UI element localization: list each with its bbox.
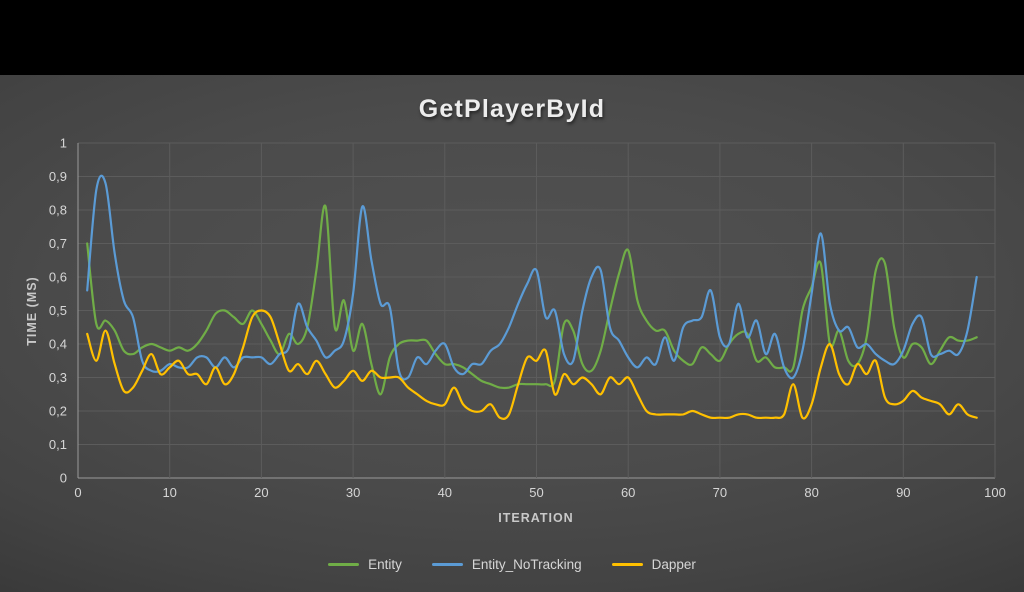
y-tick-label: 1	[60, 136, 67, 151]
legend-label-dapper: Dapper	[651, 557, 696, 572]
x-tick-label: 10	[162, 485, 176, 500]
y-tick-label: 0,1	[49, 437, 67, 452]
legend-label-entity: Entity	[368, 557, 402, 572]
series-lines	[86, 174, 978, 420]
legend-item-dapper: Dapper	[611, 557, 696, 572]
legend-swatch-dapper	[611, 563, 643, 566]
x-tick-label: 0	[74, 485, 81, 500]
x-tick-label: 30	[346, 485, 360, 500]
x-tick-label: 50	[529, 485, 543, 500]
x-tick-label: 100	[984, 485, 1006, 500]
legend-swatch-entity-notracking	[431, 563, 463, 566]
y-tick-label: 0	[60, 471, 67, 486]
x-tick-label: 60	[621, 485, 635, 500]
x-tick-label: 70	[713, 485, 727, 500]
y-tick-label: 0,5	[49, 303, 67, 318]
chart-title: GetPlayerById	[418, 95, 606, 123]
y-tick-label: 0,8	[49, 203, 67, 218]
y-tick-label: 0,2	[49, 404, 67, 419]
gridlines: 00,10,20,30,40,50,60,70,80,910 10 20 30 40 50…	[49, 136, 1006, 501]
x-tick-label: 90	[896, 485, 910, 500]
line-chart: 00,10,20,30,40,50,60,70,80,910 10 20 30 40 50…	[25, 136, 1006, 526]
y-tick-label: 0,6	[49, 270, 67, 285]
top-black-bar	[0, 0, 1024, 75]
x-tick-label: 20	[254, 485, 268, 500]
x-axis-title: ITERATION	[498, 511, 573, 525]
series-line-Entity	[86, 204, 978, 396]
y-axis-title: TIME (MS)	[25, 276, 39, 345]
legend-label-entity-notracking: Entity_NoTracking	[471, 557, 582, 572]
legend-swatch-entity	[328, 563, 360, 566]
legend-item-entity: Entity	[328, 557, 402, 572]
series-line-Entity_NoTracking	[86, 174, 978, 381]
y-tick-label: 0,3	[49, 370, 67, 385]
y-tick-label: 0,7	[49, 236, 67, 251]
y-tick-label: 0,9	[49, 169, 67, 184]
legend-item-entity-notracking: Entity_NoTracking	[431, 557, 582, 572]
x-tick-label: 40	[438, 485, 452, 500]
chart-legend: Entity Entity_NoTracking Dapper	[0, 557, 1024, 572]
chart-slide: GetPlayerById 0 0,1 0,2 0,3 0,4 0,5 0,6 0,7 0,8 0…	[0, 75, 1024, 592]
x-tick-label: 80	[804, 485, 818, 500]
series-line-Dapper	[86, 309, 978, 420]
y-tick-label: 0,4	[49, 337, 67, 352]
